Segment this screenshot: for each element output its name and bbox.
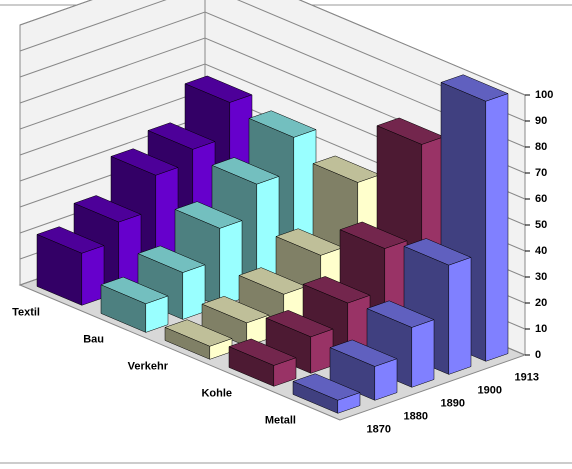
series-label: Kohle [201, 387, 232, 399]
y-tick-label: 60 [535, 193, 547, 205]
y-tick-label: 80 [535, 141, 547, 153]
bar [292, 373, 361, 414]
bar-side [337, 392, 361, 414]
y-tick-label: 50 [535, 219, 547, 231]
bar-side [145, 295, 169, 333]
y-tick-label: 90 [535, 115, 547, 127]
grid-line [19, 0, 526, 96]
bar [329, 339, 398, 401]
bar-side [310, 328, 334, 374]
y-tick-label: 70 [535, 167, 547, 179]
x-tick-label: 1870 [367, 423, 391, 435]
bar-side [81, 245, 105, 306]
bar-side [485, 93, 509, 362]
y-tick-label: 100 [535, 89, 553, 101]
x-tick-label: 1880 [404, 410, 428, 422]
y-tick-label: 20 [535, 297, 547, 309]
grid-line [19, 0, 526, 122]
bar [36, 226, 105, 306]
bar [201, 296, 270, 347]
grid-line [19, 11, 526, 148]
bar-side [448, 257, 472, 375]
x-tick-label: 1890 [441, 397, 465, 409]
bar-side [182, 264, 206, 320]
x-tick-label: 1900 [478, 384, 502, 396]
y-tick-label: 30 [535, 271, 547, 283]
bar-side [374, 358, 398, 401]
series-label: Textil [12, 306, 40, 318]
series-label: Metall [265, 414, 296, 426]
y-tick-label: 0 [535, 349, 541, 361]
series-label: Verkehr [128, 360, 169, 372]
bar-side [209, 338, 233, 360]
series-label: Bau [83, 333, 104, 345]
bar-side [219, 220, 243, 307]
bar [164, 319, 233, 360]
bar [228, 338, 297, 387]
bar-side [246, 314, 270, 347]
x-tick-label: 1913 [515, 371, 539, 383]
bar [100, 276, 169, 333]
y-tick-label: 40 [535, 245, 547, 257]
bar-side [273, 357, 297, 387]
bar [265, 310, 334, 374]
y-tick-label: 10 [535, 323, 547, 335]
bar-side [411, 319, 435, 388]
bar [211, 157, 280, 294]
